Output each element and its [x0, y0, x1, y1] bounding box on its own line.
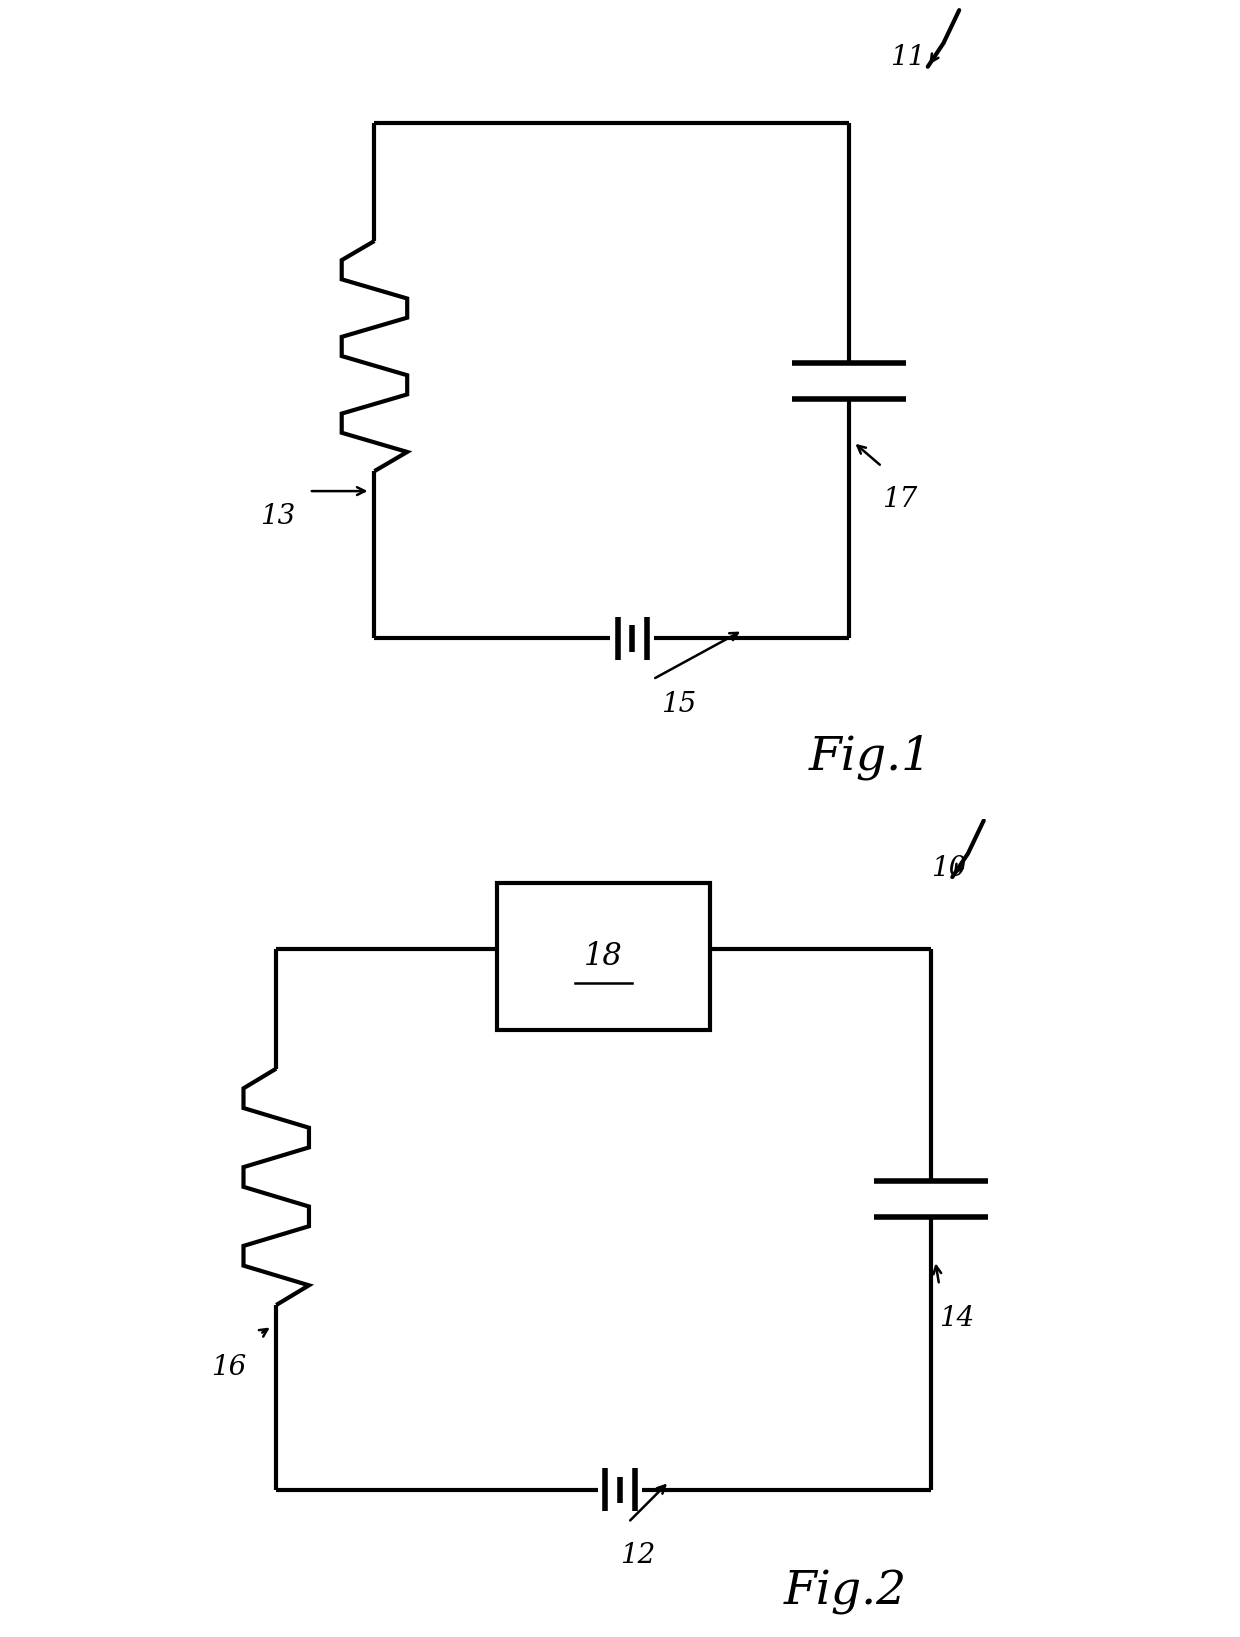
Bar [497, 882, 711, 1031]
Text: 18: 18 [584, 941, 622, 972]
Text: Fig.2: Fig.2 [784, 1570, 906, 1614]
Text: 15: 15 [661, 691, 696, 719]
Text: 10: 10 [931, 855, 966, 882]
Text: 13: 13 [260, 503, 295, 530]
Text: 16: 16 [211, 1354, 246, 1382]
Text: 11: 11 [890, 44, 925, 72]
Text: 14: 14 [939, 1305, 975, 1333]
Text: 12: 12 [620, 1542, 655, 1570]
Text: 17: 17 [882, 486, 918, 514]
Text: Fig.1: Fig.1 [808, 735, 931, 779]
